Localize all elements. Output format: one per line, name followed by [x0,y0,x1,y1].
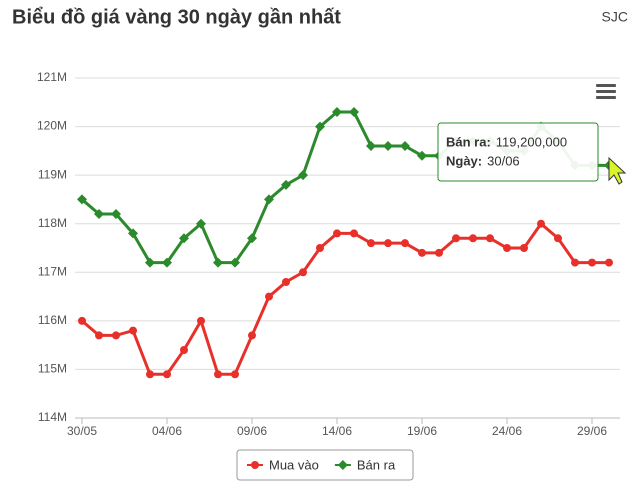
legend-marker [337,460,348,470]
data-point [214,370,222,379]
data-point [383,141,393,151]
data-point [571,258,579,267]
data-point [384,239,392,248]
x-tick-label: 24/06 [492,424,522,438]
tooltip-value: 119,200,000 [496,134,567,149]
data-point [299,268,307,277]
data-point [180,346,188,354]
y-tick-label: 119M [38,167,67,181]
tooltip-box [437,122,599,182]
menu-icon[interactable] [596,84,616,99]
tooltip: Bán ra: 119,200,000 Ngày: 30/06 [437,122,599,182]
y-tick-label: 120M [37,119,67,133]
legend-label[interactable]: Bán ra [357,457,396,472]
data-point [316,244,324,252]
data-point [537,219,545,228]
data-point [417,150,427,161]
data-point [435,248,443,257]
data-point [367,239,375,248]
data-point [333,229,341,238]
tooltip-label: Ngày: [446,153,482,168]
data-point [605,258,613,267]
x-tick-label: 09/06 [237,424,267,438]
x-tick-label: 29/06 [577,424,607,438]
data-point [179,233,189,244]
chart-title: Biểu đồ giá vàng 30 ngày gần nhất [12,6,341,28]
x-tick-label: 19/06 [407,424,437,438]
data-point [196,218,206,229]
tooltip-label: Bán ra: [446,134,491,149]
legend: Mua vào Bán ra [236,449,414,481]
y-tick-label: 114M [38,410,67,424]
data-point [231,370,239,379]
data-point [350,229,358,238]
data-point [349,107,359,117]
data-point [112,331,120,340]
y-tick-label: 116M [38,313,67,327]
data-point [486,234,494,243]
data-point [247,233,257,244]
data-point [111,209,121,219]
data-point [77,194,87,205]
data-point [332,107,342,117]
data-point [588,258,596,267]
data-point [503,244,511,252]
x-tick-label: 14/06 [322,424,352,438]
data-point [452,234,460,243]
data-point [554,234,562,243]
data-point [128,228,138,239]
data-point [469,234,477,243]
legend-label[interactable]: Mua vào [269,457,319,472]
data-point [230,257,240,268]
data-point [315,121,325,132]
data-point [95,331,103,340]
data-point [264,194,274,205]
data-point [265,292,273,301]
legend-box [236,449,414,481]
series-line [81,221,609,376]
y-tick-label: 117M [38,264,67,278]
data-point [282,278,290,286]
data-point [366,141,376,151]
data-point [146,370,154,379]
data-point [213,257,223,268]
y-tick-label: 121M [37,70,67,84]
x-tick-label: 04/06 [152,424,182,438]
y-tick-label: 115M [38,362,67,376]
data-point [78,316,86,325]
data-point [298,170,308,181]
data-point [162,257,172,268]
data-point [145,257,155,268]
source-label: SJC [602,9,628,25]
data-point [248,331,256,340]
data-point [94,209,104,219]
data-point [281,179,291,190]
data-point [401,239,409,248]
data-point [197,316,205,325]
data-point [129,326,137,335]
tooltip-value: 30/06 [487,153,520,168]
x-tick-label: 30/05 [67,424,97,438]
data-point [418,248,426,257]
legend-marker [251,461,259,469]
y-tick-label: 118M [38,216,67,230]
cursor [608,156,627,185]
data-point [400,141,410,151]
data-point [163,370,171,379]
data-point [520,244,528,252]
